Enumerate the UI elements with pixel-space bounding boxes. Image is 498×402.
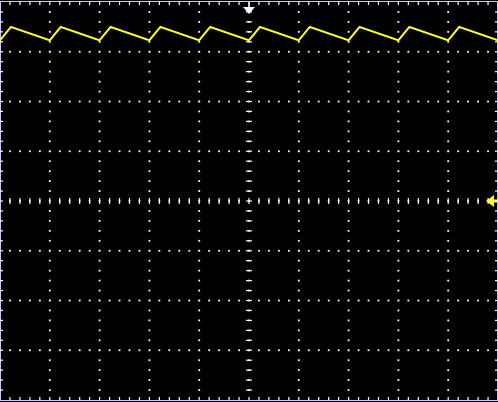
trace-layer: [0, 25, 498, 42]
grid-horizontal-line: [9, 299, 489, 302]
channel-ground-marker: [486, 195, 494, 207]
grid-horizontal-line: [9, 100, 489, 103]
grid-horizontal-line: [9, 150, 489, 153]
grid-vertical-line: [347, 11, 350, 391]
trace-line-1: [0, 25, 498, 42]
grid-horizontal-line: [9, 249, 489, 252]
trigger-position-marker: [243, 7, 255, 14]
marker-layer: [243, 2, 497, 207]
grid-horizontal-line: [9, 349, 489, 352]
grid-vertical-line: [397, 11, 400, 391]
trigger-marker-stem: [248, 2, 250, 8]
grid-horizontal-line: [9, 50, 489, 53]
ground-marker-stem: [493, 199, 497, 203]
grid-center-horizontal: [9, 198, 489, 204]
